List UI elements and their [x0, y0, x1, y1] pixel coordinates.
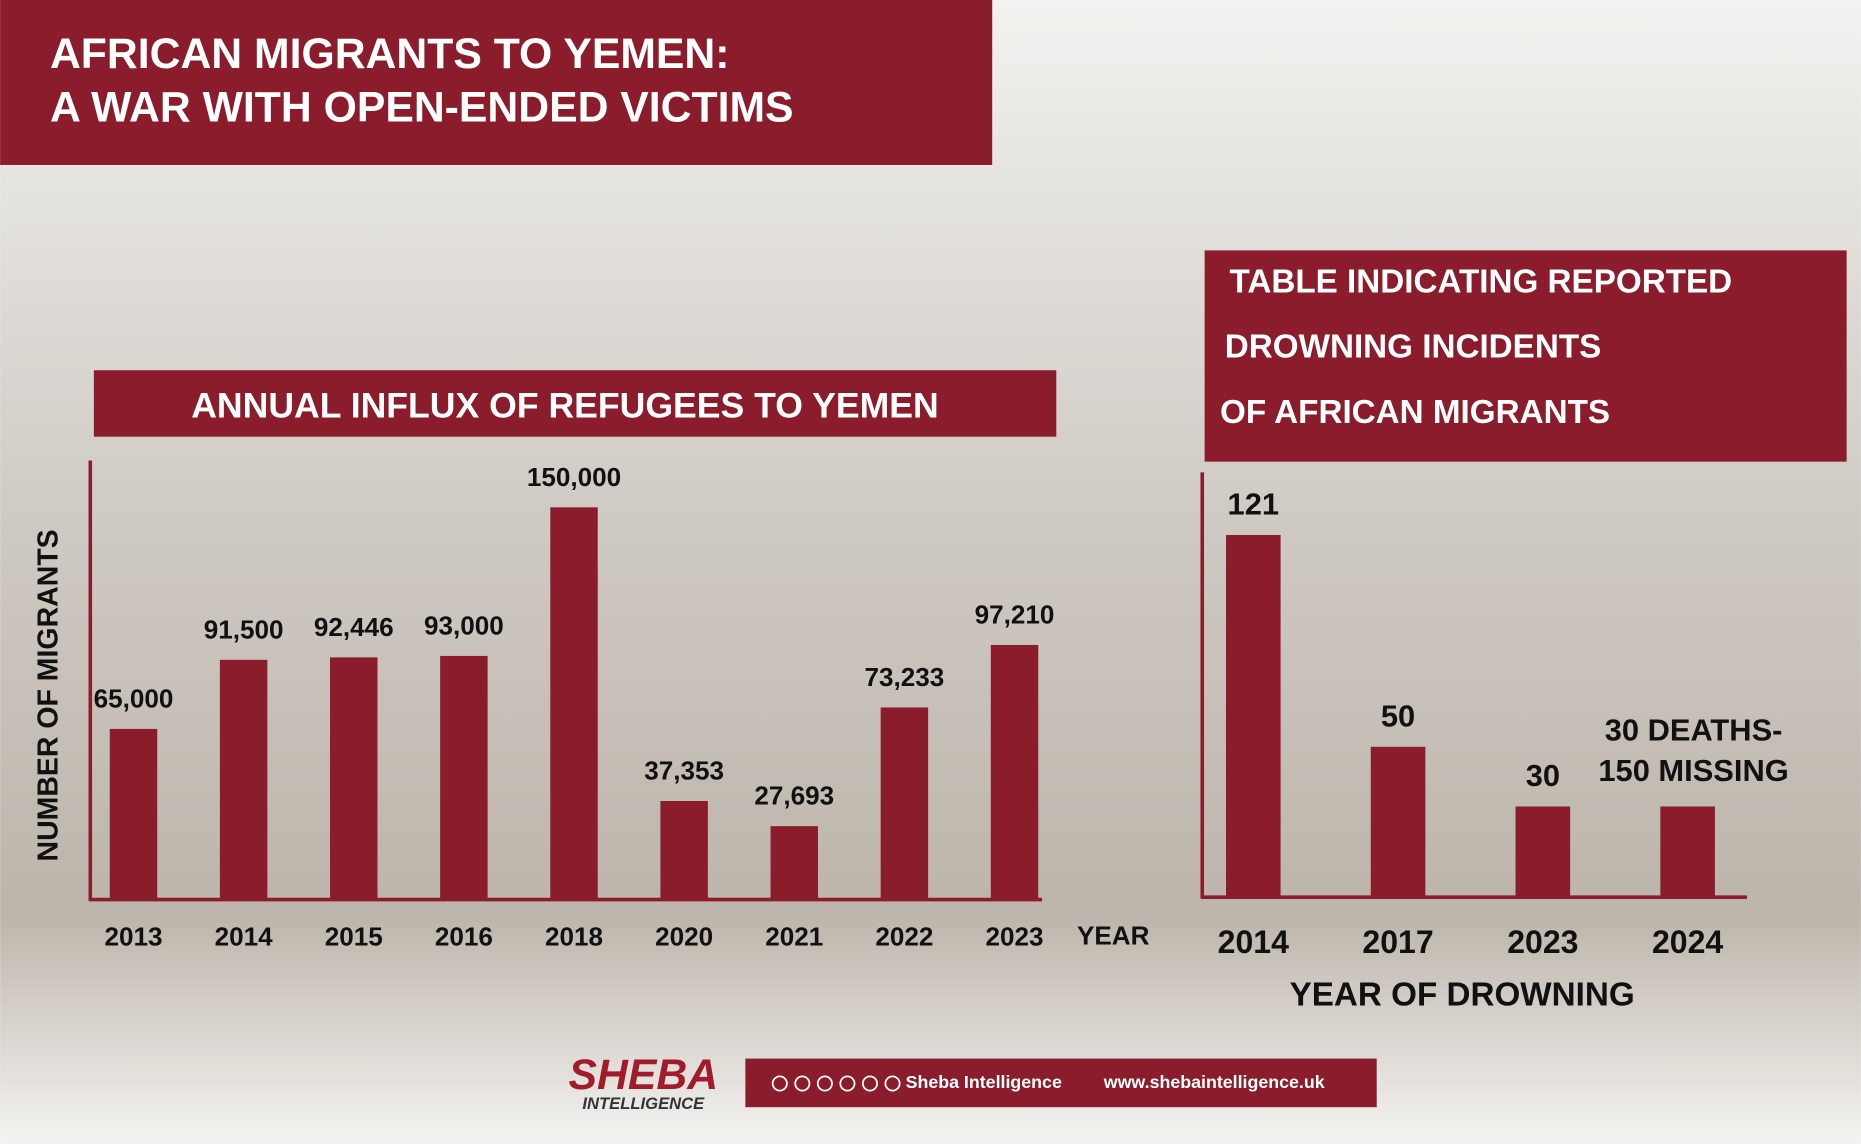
chart-title: TABLE INDICATING REPORTED: [1230, 263, 1733, 300]
x-tick-label: 2020: [655, 922, 713, 952]
x-tick-label: 2021: [765, 922, 823, 952]
header-title: AFRICAN MIGRANTS TO YEMEN:: [50, 30, 730, 78]
header-box: [0, 0, 993, 165]
logo: SHEBA: [569, 1051, 719, 1099]
value-label: 30 DEATHS- 150 MISSING: [1598, 711, 1789, 788]
value-label: 50: [1381, 698, 1415, 733]
bar: [1515, 806, 1571, 896]
chart-title: OF AFRICAN MIGRANTS: [1220, 394, 1610, 431]
value-label: 30: [1526, 758, 1560, 793]
x-tick-label: 2016: [435, 922, 493, 952]
x-axis-label: YEAR OF DROWNING: [1290, 977, 1635, 1014]
bar: [1660, 806, 1715, 896]
header-title: A WAR WITH OPEN-ENDED VICTIMS: [50, 84, 794, 132]
chart-title-box: [93, 370, 1057, 437]
value-label: 150,000: [527, 462, 621, 492]
social-icons: [771, 1075, 901, 1092]
x-tick-label: 2018: [545, 922, 603, 952]
chart-title: ANNUAL INFLUX OF REFUGEES TO YEMEN: [191, 386, 939, 426]
bar: [880, 707, 929, 899]
y-axis-label: NUMBER OF MIGRANTS: [32, 529, 64, 861]
value-label: 121: [1228, 487, 1279, 522]
bar: [550, 507, 598, 899]
bar: [660, 800, 708, 899]
chart-title-box: [1204, 250, 1847, 462]
x-tick-label: 2023: [1507, 924, 1578, 960]
x-tick-label: 2023: [985, 922, 1043, 952]
x-tick-label: 2013: [104, 922, 162, 952]
bar: [990, 644, 1039, 899]
x-tick-label: 2015: [325, 922, 383, 952]
bar: [1370, 746, 1426, 896]
value-label: 93,000: [424, 610, 504, 640]
x-tick-label: 2014: [215, 922, 274, 952]
x-tick-label: 2022: [875, 922, 933, 952]
value-label: 92,446: [314, 612, 394, 642]
value-label: 97,210: [975, 599, 1055, 629]
value-label-box: 30 DEATHS- 150 MISSING: [1598, 711, 1789, 788]
footer-bar: [745, 1058, 1377, 1108]
social-name[interactable]: Sheba Intelligence: [906, 1072, 1062, 1092]
x-tick-label: 2014: [1218, 924, 1289, 960]
bar: [770, 826, 818, 899]
x-tick-label: 2017: [1362, 924, 1433, 960]
logo-sub: INTELLIGENCE: [582, 1094, 705, 1113]
bar: [330, 657, 378, 899]
website[interactable]: www.shebaintelligence.uk: [1103, 1072, 1325, 1092]
value-label: 91,500: [204, 614, 284, 644]
bar: [1225, 534, 1281, 896]
bar: [440, 655, 488, 899]
chart-title: DROWNING INCIDENTS: [1225, 329, 1601, 366]
value-label: 73,233: [864, 662, 944, 692]
x-axis-label: YEAR: [1077, 920, 1150, 950]
value-label: 65,000: [94, 683, 174, 713]
bar: [109, 728, 158, 899]
value-label: 27,693: [754, 781, 834, 811]
x-tick-label: 2024: [1652, 924, 1723, 960]
value-label: 37,353: [644, 755, 724, 785]
bar: [219, 659, 268, 899]
